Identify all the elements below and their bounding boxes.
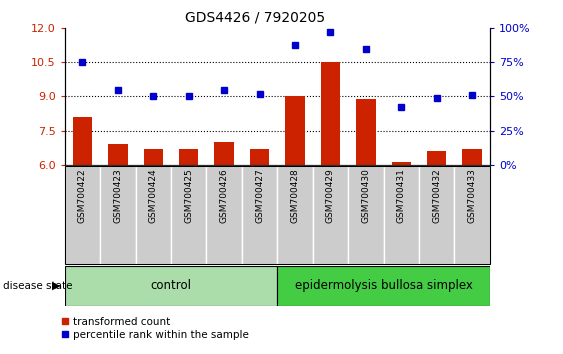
Bar: [454, 166, 490, 264]
Bar: [242, 166, 277, 264]
Bar: [65, 266, 278, 306]
Bar: [391, 162, 411, 165]
Text: disease state: disease state: [3, 281, 72, 291]
Text: GSM700422: GSM700422: [78, 169, 87, 223]
Text: GSM700423: GSM700423: [113, 169, 122, 223]
Bar: [278, 266, 490, 306]
Bar: [312, 166, 348, 264]
Text: GSM700429: GSM700429: [326, 169, 335, 223]
Bar: [356, 99, 376, 165]
Text: GSM700425: GSM700425: [184, 169, 193, 223]
Text: GSM700433: GSM700433: [468, 169, 477, 223]
Bar: [278, 166, 312, 264]
Text: GDS4426 / 7920205: GDS4426 / 7920205: [185, 11, 325, 25]
Bar: [65, 166, 100, 264]
Text: GSM700431: GSM700431: [397, 169, 406, 223]
Text: GSM700427: GSM700427: [255, 169, 264, 223]
Bar: [462, 149, 482, 165]
Bar: [348, 166, 383, 264]
Bar: [427, 151, 446, 165]
Bar: [144, 149, 163, 165]
Legend: transformed count, percentile rank within the sample: transformed count, percentile rank withi…: [61, 317, 249, 340]
Text: GSM700426: GSM700426: [220, 169, 229, 223]
Bar: [73, 117, 92, 165]
Bar: [100, 166, 136, 264]
Text: GSM700424: GSM700424: [149, 169, 158, 223]
Bar: [179, 149, 199, 165]
Bar: [419, 166, 454, 264]
Text: control: control: [150, 279, 191, 292]
Bar: [136, 166, 171, 264]
Bar: [285, 97, 305, 165]
Text: GSM700432: GSM700432: [432, 169, 441, 223]
Bar: [321, 62, 340, 165]
Bar: [108, 144, 128, 165]
Bar: [215, 142, 234, 165]
Bar: [383, 166, 419, 264]
Bar: [250, 149, 269, 165]
Text: GSM700430: GSM700430: [361, 169, 370, 223]
Bar: [171, 166, 207, 264]
Bar: [207, 166, 242, 264]
Text: ▶: ▶: [52, 281, 60, 291]
Text: GSM700428: GSM700428: [291, 169, 300, 223]
Text: epidermolysis bullosa simplex: epidermolysis bullosa simplex: [294, 279, 472, 292]
